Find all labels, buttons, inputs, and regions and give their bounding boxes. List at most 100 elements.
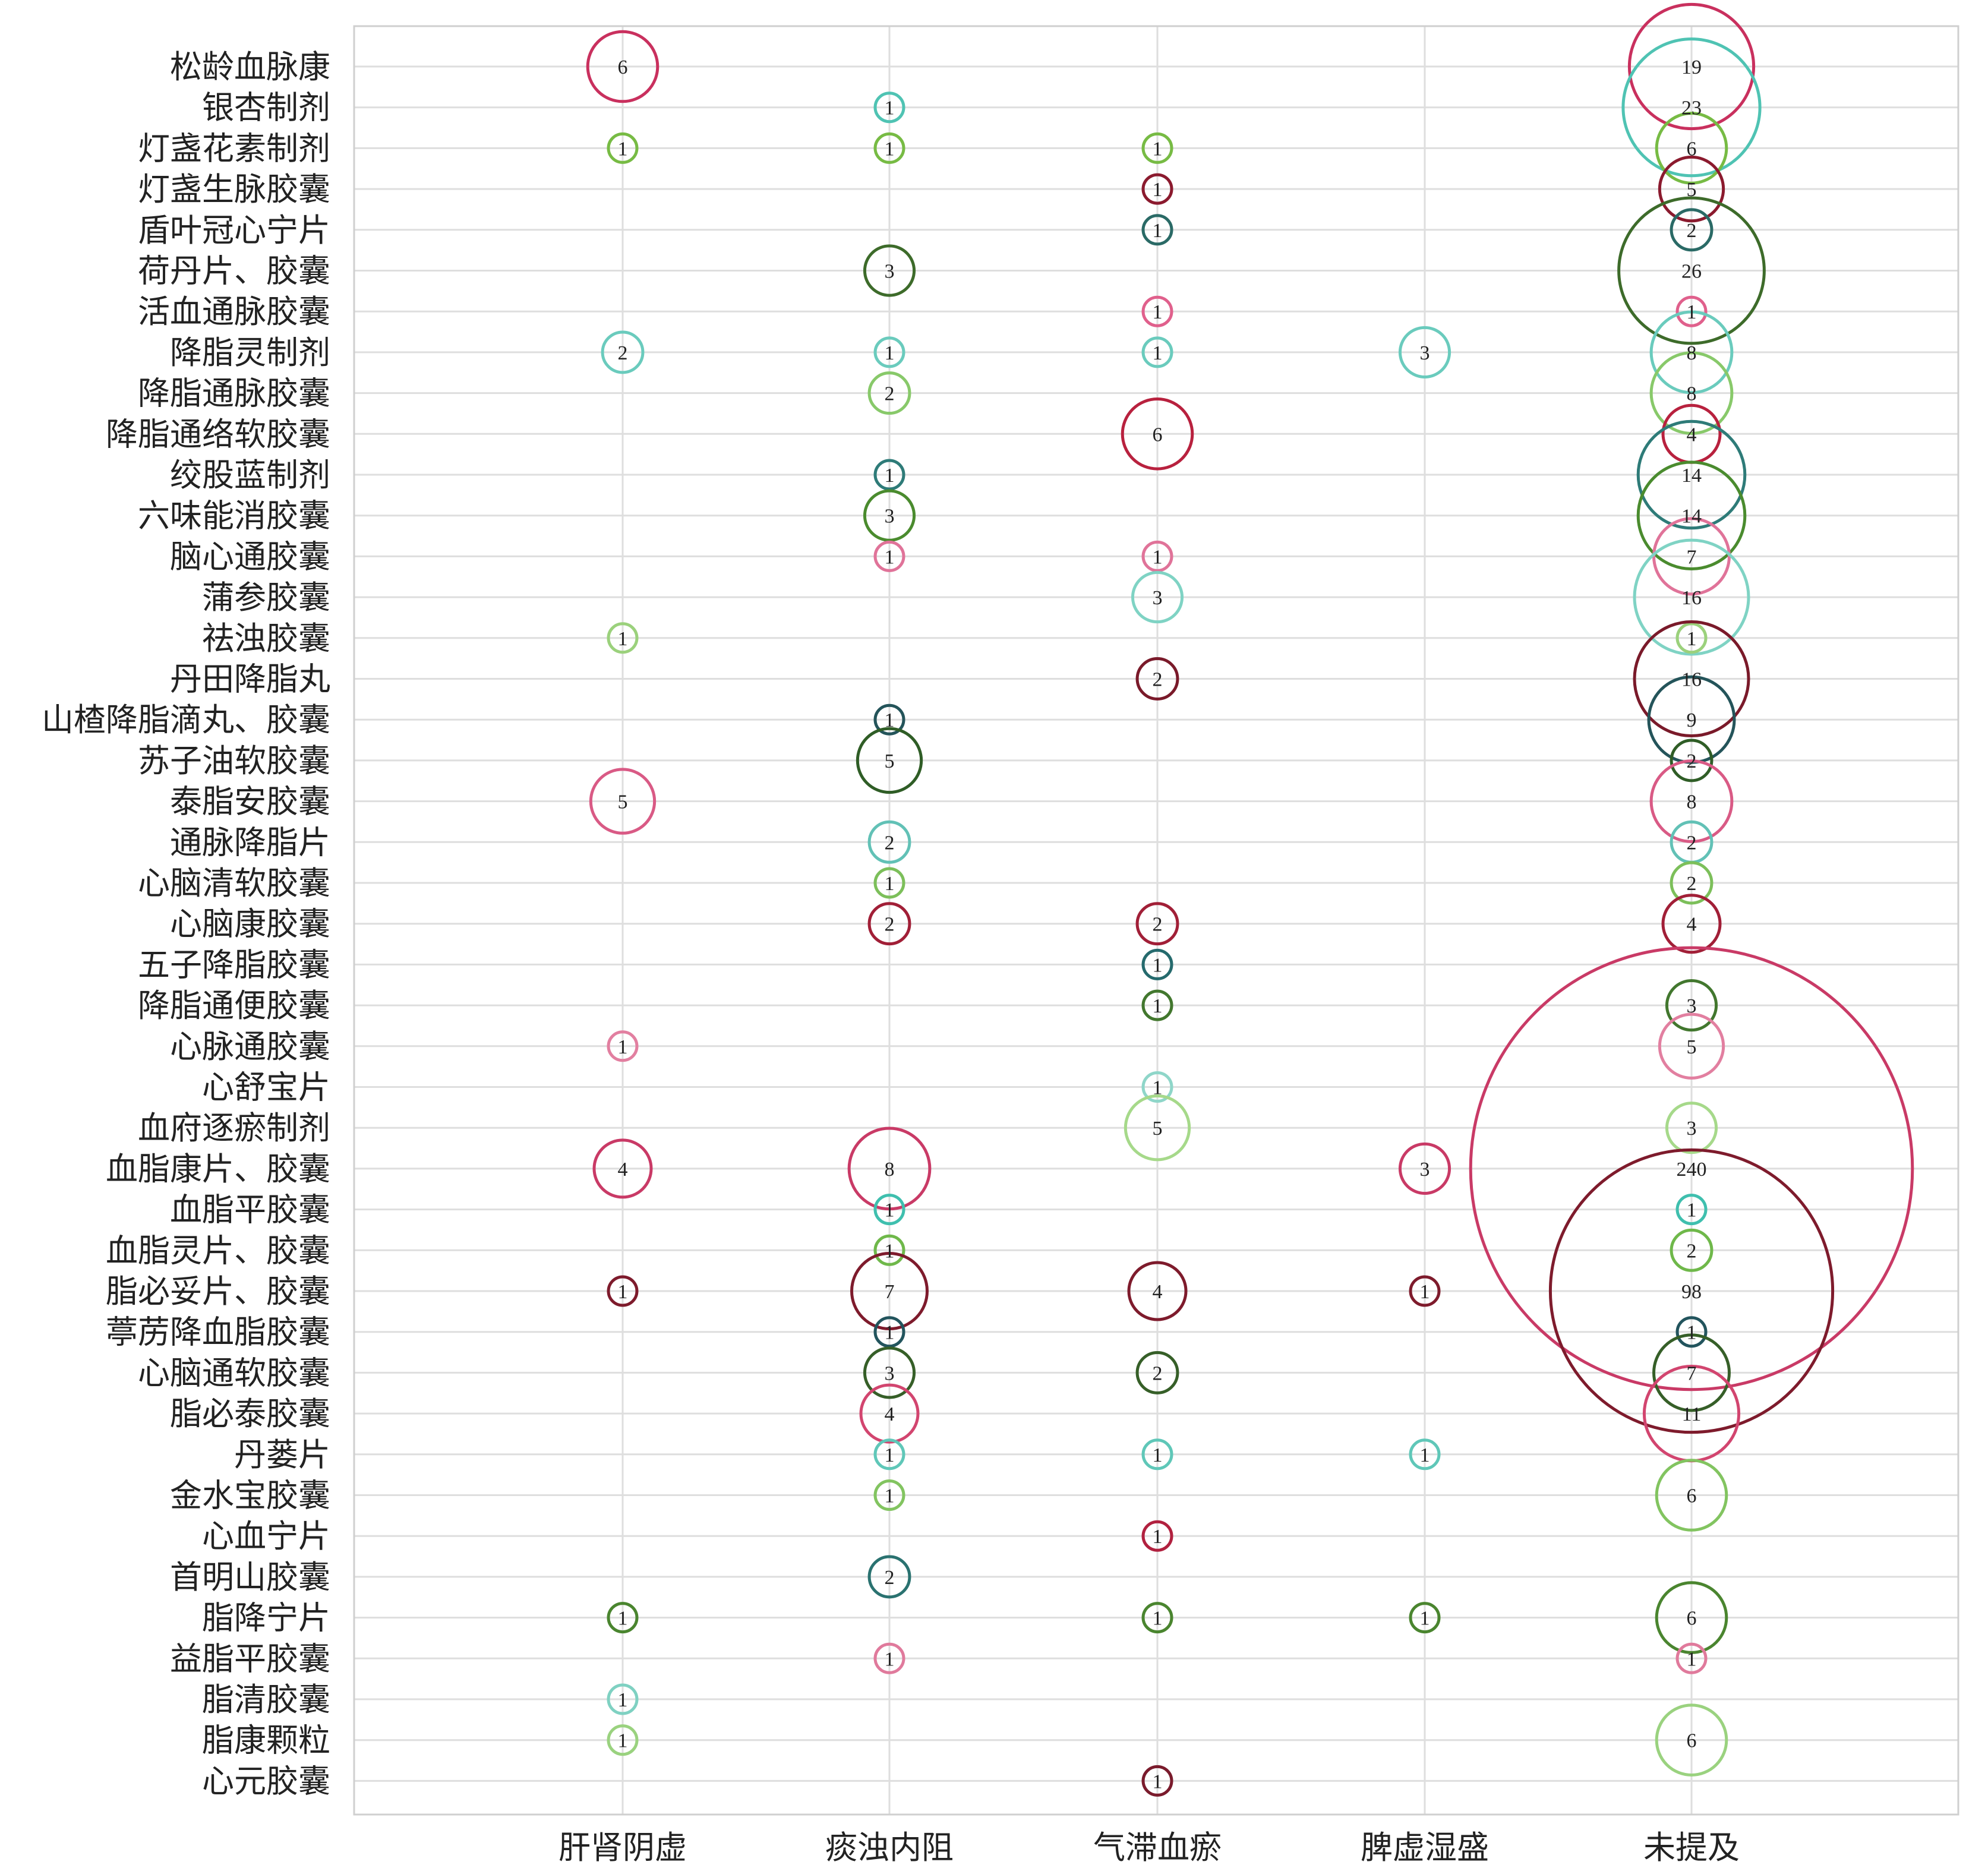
bubble (1141, 948, 1173, 980)
bubble-value-label: 1 (1153, 1608, 1163, 1630)
bubble-value-label: 9 (1687, 709, 1697, 731)
y-tick-label: 降脂通脉胶囊 (138, 375, 330, 412)
plot-frame (353, 25, 1959, 1816)
bubble (863, 1346, 916, 1399)
y-tick-label: 荷丹片、胶囊 (138, 253, 330, 290)
bubble (856, 727, 923, 794)
bubble-value-label: 5 (1153, 1118, 1163, 1140)
x-tick-label: 气滞血瘀 (1093, 1829, 1222, 1866)
bubble-value-label: 6 (618, 56, 628, 78)
bubble-value-label: 1 (1153, 1444, 1163, 1466)
y-tick-label: 泰脂安胶囊 (170, 783, 330, 821)
bubble (1469, 946, 1914, 1391)
bubble-value-label: 4 (1687, 424, 1697, 446)
bubble (867, 820, 911, 864)
bubble-value-label: 1 (1153, 220, 1163, 242)
y-tick-label: 降脂通便胶囊 (138, 987, 330, 1024)
bubble-value-label: 3 (885, 506, 895, 528)
bubble-value-label: 1 (1420, 1608, 1430, 1630)
bubble (1670, 208, 1714, 252)
bubble-value-label: 1 (1153, 301, 1163, 323)
bubble-value-label: 1 (1153, 1771, 1163, 1793)
y-tick-label: 苏子油软胶囊 (138, 742, 330, 780)
y-tick-label: 心元胶囊 (202, 1762, 330, 1800)
bubble (607, 132, 639, 164)
bubble-value-label: 2 (1687, 832, 1697, 854)
bubble (1675, 1316, 1708, 1348)
y-tick-label: 心脉通胶囊 (170, 1028, 330, 1065)
bubble-value-label: 1 (1420, 1444, 1430, 1466)
bubble-value-label: 98 (1681, 1281, 1702, 1303)
bubble (859, 1383, 920, 1444)
bubble (1655, 112, 1728, 185)
bubble-value-label: 2 (1153, 669, 1163, 691)
bubble-value-label: 6 (1687, 1608, 1697, 1630)
y-tick-label: 脂降宁片 (202, 1599, 330, 1637)
bubble-value-label: 3 (885, 261, 895, 283)
bubble (1652, 1333, 1731, 1412)
y-tick-label: 五子降脂胶囊 (138, 946, 330, 983)
bubble-value-label: 1 (885, 709, 895, 731)
bubble-value-label: 2 (1153, 1362, 1163, 1384)
y-tick-label: 祛浊胶囊 (202, 620, 330, 657)
bubble (1141, 132, 1173, 164)
y-tick-label: 脑心通胶囊 (170, 538, 330, 575)
bubble (1675, 295, 1708, 327)
x-tick-label: 脾虚湿盛 (1361, 1829, 1489, 1866)
y-tick-label: 银杏制剂 (202, 89, 330, 127)
bubble-value-label: 1 (618, 1036, 628, 1058)
y-tick-label: 心血宁片 (202, 1517, 330, 1555)
y-tick-label: 降脂通络软胶囊 (106, 415, 330, 453)
bubble (847, 1127, 932, 1211)
bubble-value-label: 3 (1420, 1159, 1430, 1181)
bubble-value-label: 1 (1153, 954, 1163, 976)
bubble-value-label: 1 (1687, 628, 1697, 650)
bubble-value-label: 1 (1153, 342, 1163, 364)
bubble (1409, 1602, 1441, 1634)
bubble-value-label: 1 (1153, 1077, 1163, 1099)
bubble (873, 91, 905, 124)
bubble-labels: 6 191 231 1 1 61 51 23 261 12 1 1 3 82 86 41 143 141 1 73 16… (618, 56, 1707, 1793)
bubble (1141, 295, 1173, 327)
bubble (867, 371, 911, 415)
bubble-value-label: 8 (885, 1159, 895, 1181)
bubble (586, 30, 659, 103)
bubble-value-label: 2 (885, 832, 895, 854)
bubble-value-label: 3 (1687, 995, 1697, 1017)
bubble-value-label: 4 (1687, 914, 1697, 936)
bubble (1141, 1438, 1173, 1471)
bubble (1398, 326, 1451, 378)
bubble (1655, 1459, 1728, 1532)
bubble (1135, 902, 1179, 946)
bubble-value-label: 8 (1687, 383, 1697, 405)
bubble (873, 867, 905, 899)
bubble (1141, 989, 1173, 1021)
bubble (1649, 351, 1734, 435)
bubble-value-label: 2 (618, 342, 628, 364)
bubble (1661, 894, 1722, 954)
bubble-value-label: 2 (1687, 873, 1697, 895)
bubble (1670, 1228, 1714, 1272)
bubble-value-label: 4 (1153, 1281, 1163, 1303)
bubble (1633, 620, 1750, 737)
bubble-value-label: 5 (1687, 179, 1697, 201)
bubble-value-label: 2 (1153, 914, 1163, 936)
bubble (1141, 336, 1173, 368)
bubble-value-label: 1 (885, 97, 895, 119)
bubble-value-label: 1 (885, 465, 895, 487)
bubble (873, 1194, 905, 1226)
bubble-value-label: 2 (885, 914, 895, 936)
bubble-value-label: 1 (885, 1200, 895, 1222)
y-tick-label: 脂必妥片、胶囊 (106, 1273, 330, 1310)
bubble (1127, 1261, 1188, 1321)
bubble-value-label: 5 (618, 791, 628, 813)
y-tick-label: 心脑清软胶囊 (138, 864, 330, 902)
bubble (1636, 460, 1747, 570)
x-tick-label: 未提及 (1643, 1829, 1740, 1866)
bubble (1141, 173, 1173, 205)
bubble-value-label: 19 (1681, 56, 1702, 78)
bubble (873, 703, 905, 736)
bubble-value-label: 14 (1681, 465, 1702, 487)
bubble (873, 132, 905, 164)
bubble (1135, 657, 1179, 700)
